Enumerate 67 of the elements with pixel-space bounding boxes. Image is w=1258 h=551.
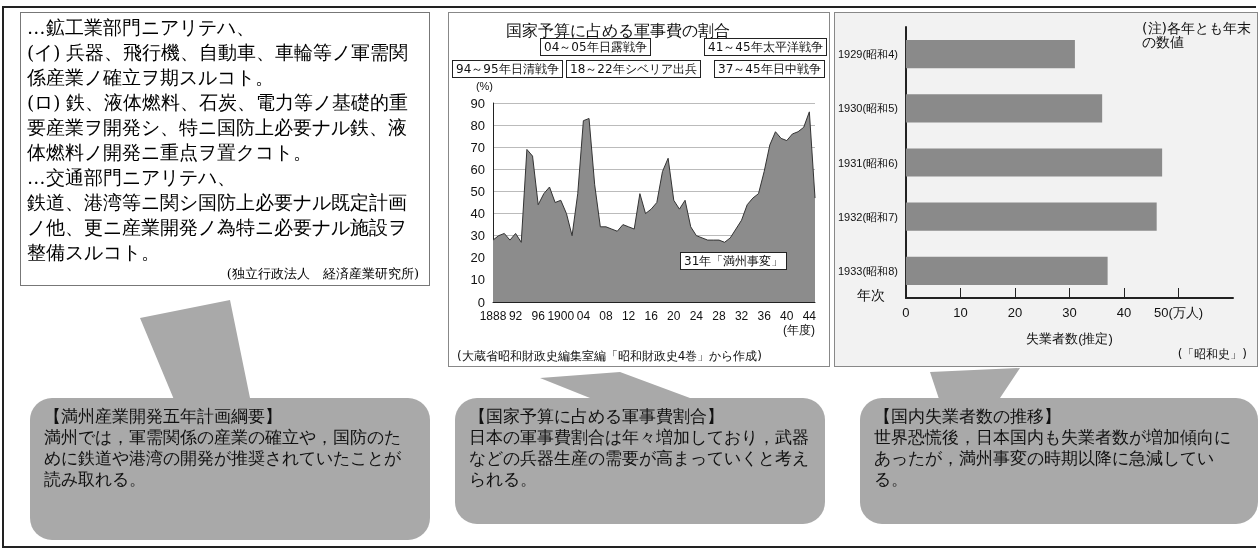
text: 18～22年シベリア出兵 [566, 60, 701, 78]
x-tick-label: 16 [644, 309, 659, 323]
y-tick-label: 10 [470, 272, 485, 288]
y-axis-title: 年次 [857, 287, 885, 303]
x-tick-label: 40 [780, 309, 794, 323]
x-tick-label: 36 [757, 309, 772, 323]
y-axis-title: (%) [475, 79, 493, 92]
text: (大蔵省昭和財政史編集室編「昭和財政史4巻」から作成) [457, 349, 762, 363]
text: 94～95年日清戦争 [452, 60, 563, 78]
y-tick-label: 30 [470, 228, 485, 244]
y-tick-label: 0 [477, 294, 485, 310]
x-tick-label: 04 [576, 309, 591, 323]
chart-title: 国家予算に占める軍事費の割合 [506, 21, 730, 39]
x-tick-label: 96 [531, 309, 546, 323]
y-tick-label: 20 [470, 250, 485, 266]
text: 37～45年日中戦争 [714, 60, 825, 78]
y-tick-label: 50 [470, 183, 485, 199]
y-tick-label: 90 [470, 95, 485, 111]
x-tick-label: 08 [599, 309, 613, 323]
text: 41～45年太平洋戦争 [704, 38, 827, 56]
x-tick-label: 40 [1116, 305, 1132, 320]
x-tick-label: 0 [902, 305, 910, 320]
y-tick-label: 1930(昭和5) [837, 102, 898, 115]
x-tick-label: 1888 [479, 309, 507, 323]
annotation: 31年「満州事変」 [680, 252, 788, 270]
text: …鉱工業部門ニアリテハ、 [27, 16, 256, 40]
bar [905, 256, 1108, 285]
text: 日本の軍事費割合は年々増加しており，武器などの兵器生産の需要が高まっていくと考えられる。 [469, 427, 810, 490]
x-axis-title: 失業者数(推定) [1026, 331, 1113, 346]
x-tick-label: 28 [712, 309, 726, 323]
bar [905, 148, 1163, 177]
x-tick-label: 12 [621, 309, 636, 323]
y-tick-label: 1932(昭和7) [837, 210, 898, 223]
x-tick-label: 24 [689, 309, 704, 323]
text: 【国家予算に占める軍事費割合】 [469, 406, 725, 427]
y-tick-label: 1929(昭和4) [837, 48, 898, 61]
x-tick-label: 32 [734, 309, 749, 323]
y-tick-label: 70 [470, 139, 485, 155]
x-tick-label: 10 [953, 305, 968, 320]
bar [905, 202, 1157, 231]
text: 鉄道、港湾等ニ関シ国防上必要ナル既定計画ノ他、更ニ産業開発ノ為特ニ必要ナル施設ヲ整備スルコト。 [27, 191, 408, 265]
annotation: (注)各年とも年末の数値 [1142, 20, 1252, 50]
y-tick-label: 1933(昭和8) [837, 264, 898, 277]
x-tick-label: 50(万人) [1153, 305, 1204, 320]
bar [905, 40, 1075, 69]
text: 04～05年日露戦争 [540, 38, 651, 56]
text: (「昭和史」) [1177, 347, 1248, 361]
x-tick-label: 44 [802, 309, 817, 323]
text: (イ) 兵器、飛行機、自動車、車輪等ノ軍需関係産業ノ確立ヲ期スルコト。 [27, 41, 410, 90]
x-axis-title: (年度) [783, 323, 815, 337]
x-tick-label: 20 [667, 309, 681, 323]
y-tick-label: 1931(昭和6) [837, 156, 898, 169]
x-tick-label: 30 [1062, 305, 1077, 320]
y-tick-label: 40 [470, 206, 485, 222]
text: 【満州産業開発五年計画綱要】 [44, 406, 283, 427]
x-tick-label: 1900 [547, 309, 575, 323]
text: 【国内失業者数の推移】 [874, 406, 1062, 427]
x-tick-label: 20 [1007, 305, 1023, 320]
y-tick-label: 60 [470, 161, 485, 177]
y-tick-label: 80 [470, 117, 485, 133]
text: (ロ) 鉄、液体燃料、石炭、電力等ノ基礎的重要産業ヲ開発シ、特ニ国防上必要ナル鉄、液体燃料ノ開発ニ重点ヲ置クコト。 [27, 91, 410, 165]
text: (独立行政法人 経済産業研究所) [225, 265, 420, 283]
text: 世界恐慌後，日本国内も失業者数が増加傾向にあったが，満州事変の時期以降に急減している。 [874, 427, 1232, 490]
x-tick-label: 92 [508, 309, 523, 323]
bar [905, 94, 1103, 123]
text: …交通部門ニアリテハ、 [27, 166, 237, 190]
text: 満州では，軍需関係の産業の確立や，国防のために鉄道や港湾の開発が推奨されていたことが読み取れる。 [44, 427, 402, 490]
